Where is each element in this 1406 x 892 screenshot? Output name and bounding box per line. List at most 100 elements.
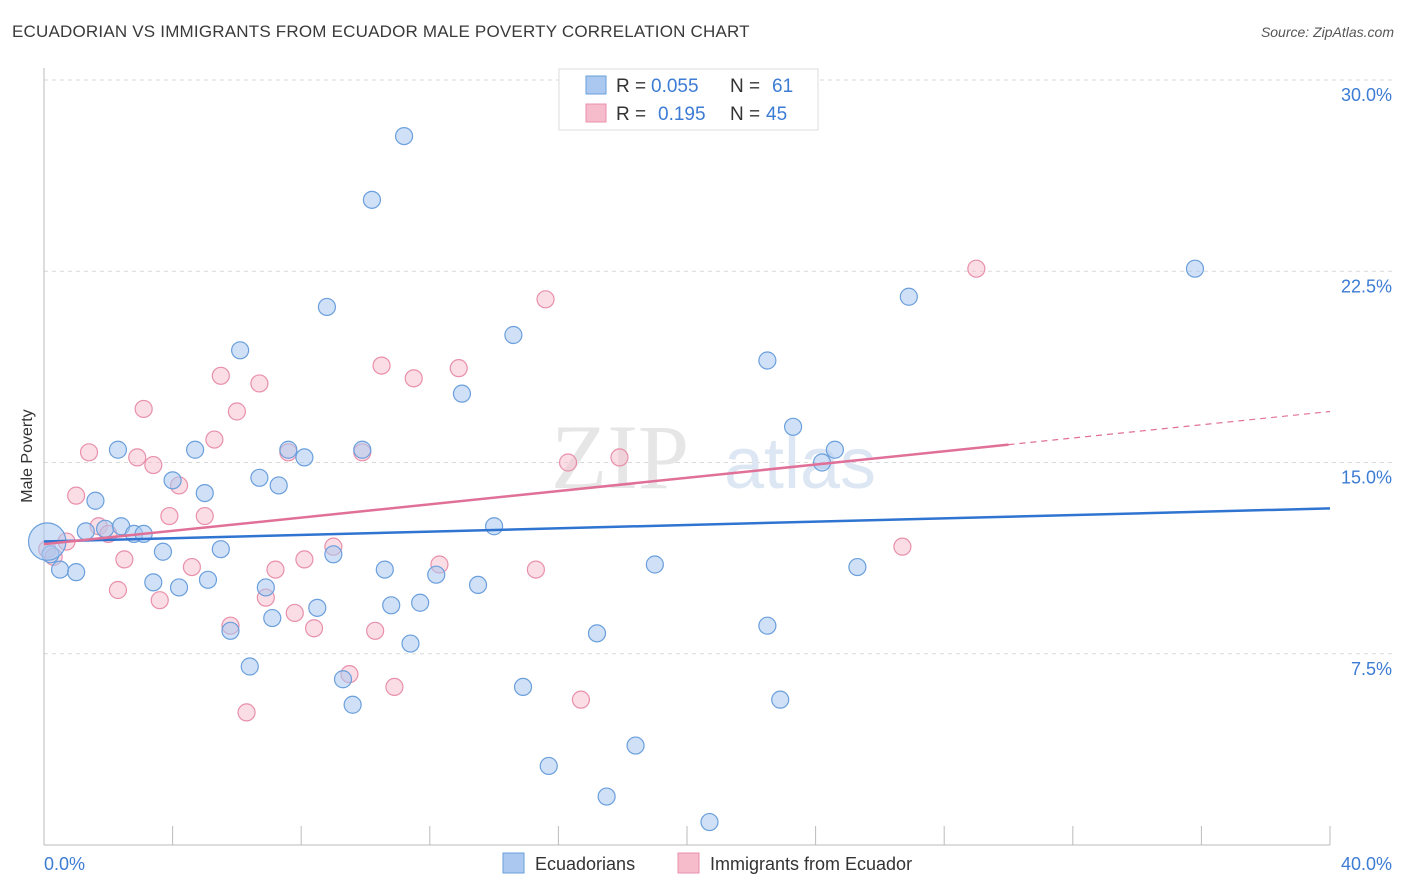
pink-point: [227, 402, 246, 421]
blue-point: [263, 608, 282, 628]
top-legend-pink-r-label: R =: [616, 104, 646, 125]
pink-point: [536, 290, 555, 309]
blue-points-group: [27, 127, 1205, 832]
blue-point: [513, 677, 533, 697]
x-tick-label: 40.0%: [1341, 854, 1392, 874]
chart-title: ECUADORIAN VS IMMIGRANTS FROM ECUADOR MA…: [12, 22, 750, 41]
top-legend-blue-r-value: 0.055: [651, 76, 699, 97]
blue-point: [848, 557, 867, 577]
pink-point: [372, 356, 391, 375]
x-tick-label: 0.0%: [44, 854, 85, 874]
blue-point: [317, 297, 337, 317]
pink-trend-line: [43, 443, 1009, 546]
blue-point: [324, 545, 343, 564]
blue-point: [1185, 259, 1205, 278]
top-legend-pink-n-value: 45: [766, 104, 787, 125]
pink-point: [571, 690, 591, 709]
blue-point: [50, 560, 70, 579]
blue-point: [256, 578, 275, 597]
blue-point: [198, 570, 218, 589]
top-legend-blue-n-value: 61: [772, 76, 793, 97]
pink-point: [237, 703, 256, 722]
blue-point: [76, 522, 95, 541]
top-legend-blue-swatch: [585, 75, 607, 95]
pink-point: [144, 455, 163, 475]
blue-point: [468, 575, 488, 595]
tick-labels: 7.5% 15.0% 22.5% 30.0% 0.0% 40.0%: [44, 85, 1392, 874]
bottom-legend-pink-label: Immigrants from Ecuador: [710, 854, 912, 874]
blue-point: [825, 440, 844, 459]
top-legend-pink-swatch: [585, 103, 607, 123]
pink-point: [404, 369, 423, 388]
blue-point: [221, 621, 240, 640]
blue-point: [771, 690, 790, 709]
pink-point: [366, 621, 385, 640]
pink-point: [558, 453, 578, 472]
pink-point: [79, 443, 99, 462]
gridlines: [44, 79, 1392, 655]
blue-point: [163, 471, 182, 490]
blue-trend-line: [43, 507, 1331, 543]
blue-point: [240, 657, 259, 676]
pink-point: [893, 537, 912, 556]
watermark-atlas: atlas: [724, 424, 876, 504]
bottom-legend-pink-swatch: [677, 852, 700, 874]
blue-point: [539, 756, 558, 776]
blue-point: [382, 596, 401, 615]
y-tick-label: 7.5%: [1351, 659, 1392, 679]
blue-point: [645, 555, 664, 574]
blue-point: [231, 341, 250, 360]
blue-point: [186, 440, 205, 459]
pink-point: [128, 448, 147, 467]
blue-point: [504, 325, 523, 345]
y-tick-label: 15.0%: [1341, 468, 1392, 488]
blue-point: [153, 542, 173, 561]
blue-point: [401, 634, 420, 653]
pink-point: [195, 506, 214, 526]
pink-point: [610, 448, 629, 467]
top-legend-pink-n-label: N =: [730, 104, 760, 125]
blue-point: [144, 573, 163, 592]
pink-point: [385, 677, 404, 697]
blue-point: [758, 616, 777, 635]
blue-point: [67, 563, 86, 582]
blue-point: [411, 593, 430, 612]
blue-point: [362, 190, 382, 209]
top-legend-pink-r-value: 0.195: [658, 104, 706, 125]
blue-point: [86, 491, 105, 510]
blue-point: [108, 440, 128, 459]
blue-point: [211, 540, 230, 559]
blue-point: [343, 695, 362, 714]
blue-point: [899, 287, 918, 306]
source-label: Source: ZipAtlas.com: [1260, 24, 1394, 40]
blue-point: [279, 440, 298, 459]
pink-point: [211, 366, 230, 385]
pink-point: [108, 580, 128, 600]
blue-point: [758, 351, 777, 370]
bottom-legend: Ecuadorians Immigrants from Ecuador: [502, 852, 912, 874]
pink-point: [67, 486, 86, 505]
top-legend-blue-r-label: R =: [616, 76, 646, 97]
blue-point: [95, 519, 115, 538]
pink-point: [250, 374, 269, 393]
pink-point: [182, 557, 201, 577]
top-legend-blue-n-label: N =: [730, 76, 760, 97]
pink-point: [449, 359, 468, 378]
pink-point: [526, 560, 545, 579]
blue-point: [783, 417, 803, 436]
blue-point: [333, 670, 353, 689]
pink-point: [150, 591, 169, 610]
pink-point: [285, 603, 304, 623]
blue-point: [295, 448, 314, 467]
blue-point: [375, 560, 394, 579]
blue-point: [626, 736, 645, 755]
pink-point: [266, 560, 285, 579]
blue-point: [353, 440, 372, 459]
pink-point: [160, 506, 179, 526]
blue-point: [485, 517, 504, 536]
blue-point: [587, 624, 607, 643]
y-tick-label: 30.0%: [1341, 85, 1392, 105]
blue-point: [700, 812, 719, 832]
blue-point: [597, 787, 616, 806]
